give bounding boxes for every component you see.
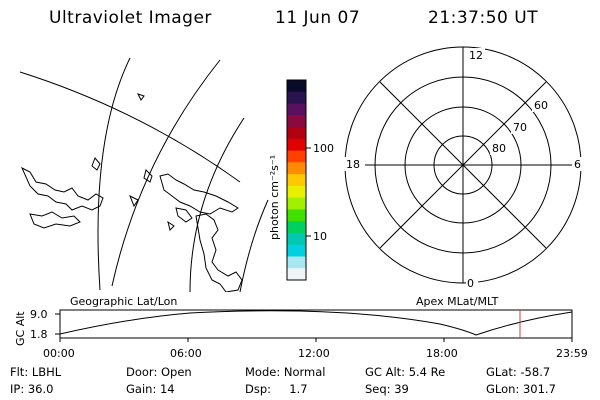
altitude-curve bbox=[59, 310, 573, 336]
colorbar-swatch bbox=[287, 174, 306, 187]
glat-info: GLat: -58.7 bbox=[486, 365, 551, 379]
lon-line bbox=[239, 199, 269, 292]
colorbar-swatch bbox=[287, 127, 306, 140]
colorbar-swatch bbox=[287, 185, 306, 199]
colorbar-swatch bbox=[287, 221, 306, 234]
colorbar-swatch bbox=[287, 115, 306, 128]
door-info: Door: Open bbox=[126, 365, 192, 379]
date-label: 11 Jun 07 bbox=[275, 8, 361, 28]
lon-line bbox=[111, 59, 221, 287]
mlat-label-60: 60 bbox=[534, 99, 548, 112]
coastline bbox=[195, 213, 243, 292]
time-tick-0600: 06:00 bbox=[170, 347, 202, 360]
glon-info: GLon: 301.7 bbox=[486, 382, 556, 396]
colorbar-swatch bbox=[287, 232, 306, 246]
lon-line bbox=[97, 57, 131, 291]
coastline bbox=[91, 157, 101, 171]
colorbar-swatch bbox=[287, 162, 306, 175]
lat-line bbox=[19, 71, 241, 183]
coastline bbox=[167, 220, 175, 231]
colorbar-swatch bbox=[287, 103, 306, 116]
time-tick-0000: 00:00 bbox=[43, 347, 75, 360]
seq-info: Seq: 39 bbox=[365, 382, 409, 396]
colorbar-swatch bbox=[287, 268, 306, 281]
coastline bbox=[129, 194, 139, 208]
mlt-label-0: 0 bbox=[467, 277, 474, 290]
coastline bbox=[20, 166, 104, 211]
colorbar-tick-100: 100 bbox=[313, 142, 334, 155]
alt-tick-9: 9.0 bbox=[30, 308, 48, 321]
filter-info: Flt: LBHL bbox=[10, 365, 62, 379]
gc-alt-info: GC Alt: 5.4 Re bbox=[365, 365, 446, 379]
colorbar-swatch bbox=[287, 256, 306, 269]
dsp-info: Dsp: 1.7 bbox=[245, 382, 308, 396]
colorbar-swatch bbox=[287, 244, 306, 257]
alt-tick-1-8: 1.8 bbox=[30, 328, 48, 341]
time-tick-1200: 12:00 bbox=[298, 347, 330, 360]
colorbar-swatch bbox=[287, 91, 306, 105]
mode-info: Mode: Normal bbox=[245, 365, 326, 379]
time-label: 21:37:50 UT bbox=[428, 8, 539, 28]
app-title: Ultraviolet Imager bbox=[49, 8, 212, 28]
ip-info: IP: 36.0 bbox=[10, 382, 54, 396]
colorbar-swatch bbox=[287, 209, 306, 222]
coastline bbox=[175, 207, 193, 223]
mlt-label-6: 6 bbox=[574, 158, 581, 171]
coastline bbox=[159, 173, 239, 215]
alt-ylabel: GC Alt bbox=[14, 311, 27, 346]
coastline bbox=[29, 211, 81, 229]
coastline bbox=[143, 169, 153, 183]
colorbar-swatch bbox=[287, 150, 306, 163]
colorbar-swatch bbox=[287, 80, 306, 93]
geo-panel-label: Geographic Lat/Lon bbox=[70, 295, 177, 308]
gain-info: Gain: 14 bbox=[126, 382, 175, 396]
colorbar-tick-10: 10 bbox=[313, 230, 327, 243]
mlat-label-70: 70 bbox=[513, 121, 527, 134]
mlt-label-12: 12 bbox=[469, 49, 483, 62]
colorbar-swatch bbox=[287, 197, 306, 210]
mlat-label-80: 80 bbox=[492, 142, 506, 155]
time-tick-1800: 18:00 bbox=[426, 347, 458, 360]
colorbar-unit-label: photon cm⁻²s⁻¹ bbox=[268, 155, 281, 240]
polar-panel-label: Apex MLat/MLT bbox=[416, 295, 499, 308]
mlt-label-18: 18 bbox=[346, 158, 360, 171]
colorbar-swatch bbox=[287, 138, 306, 152]
time-tick-2359: 23:59 bbox=[556, 347, 588, 360]
lon-line bbox=[189, 117, 245, 292]
coastline bbox=[137, 93, 145, 101]
